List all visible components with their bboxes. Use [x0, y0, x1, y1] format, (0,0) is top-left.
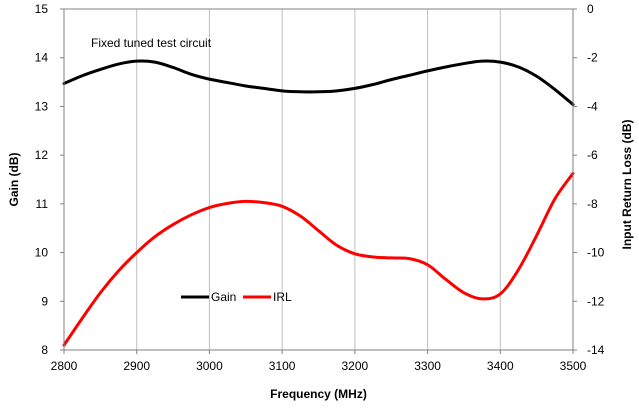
grid-lines [136, 9, 501, 350]
x-tick-label: 3500 [560, 359, 587, 373]
x-tick-label: 3000 [196, 359, 223, 373]
series-line-gain [62, 59, 575, 106]
y-tick-label: 8 [41, 343, 48, 357]
legend: Gain IRL [181, 290, 292, 304]
y-axis-title: Gain (dB) [7, 153, 21, 207]
y-tick-label: 13 [35, 99, 49, 113]
y-tick-label: 12 [35, 148, 49, 162]
plot-frame [63, 8, 574, 351]
chart-annotation: Fixed tuned test circuit [91, 36, 212, 50]
legend-label-gain: Gain [211, 290, 236, 304]
x-tick-label: 3300 [414, 359, 441, 373]
y2-tick-label: -10 [587, 246, 605, 260]
y-tick-label: 14 [35, 51, 49, 65]
y-tick-label: 11 [36, 197, 49, 211]
y2-tick-label: -2 [587, 51, 598, 65]
x-tick-label: 3200 [342, 359, 369, 373]
series-layer [62, 59, 575, 347]
y2-tick-label: -14 [587, 343, 605, 357]
x-tick-label: 3100 [269, 359, 296, 373]
y2-tick-label: -6 [587, 148, 598, 162]
x-tick-label: 3400 [487, 359, 514, 373]
legend-label-irl: IRL [273, 290, 292, 304]
x-tick-label: 2800 [51, 359, 78, 373]
y2-tick-label: -4 [587, 99, 598, 113]
tick-labels: 2800 2900 3000 3100 3200 3300 3400 3500 8 9 10 11 12… [35, 2, 605, 373]
y-tick-label: 10 [35, 246, 49, 260]
y2-tick-label: -8 [587, 197, 598, 211]
x-axis-title: Frequency (MHz) [270, 387, 367, 401]
y2-tick-label: 0 [587, 2, 594, 16]
y2-tick-label: -12 [587, 294, 605, 308]
y2-axis-title: Input Return Loss (dB) [620, 120, 634, 250]
y-tick-label: 15 [35, 2, 49, 16]
tick-marks [60, 8, 577, 354]
y-tick-label: 9 [41, 294, 48, 308]
x-tick-label: 2900 [123, 359, 150, 373]
series-line-irl [62, 171, 575, 347]
